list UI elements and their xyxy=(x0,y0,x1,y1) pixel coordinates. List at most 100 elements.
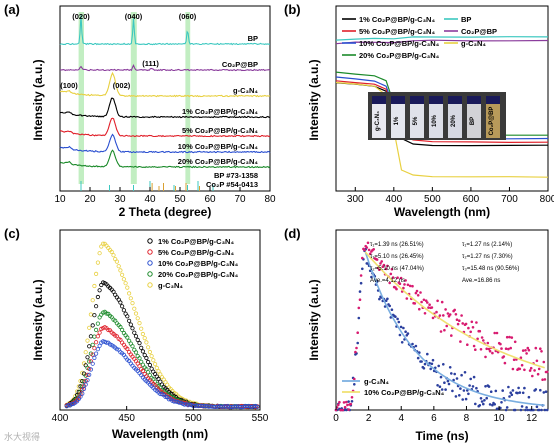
d-data-point xyxy=(495,331,499,335)
c-data-point xyxy=(137,340,142,346)
d-data-point xyxy=(518,367,522,371)
c-data-point xyxy=(120,304,125,309)
d-data-point xyxy=(446,312,450,315)
d-data-point xyxy=(510,393,514,397)
a-series-line xyxy=(59,15,271,46)
b-vial-cap xyxy=(486,96,500,104)
a-highlight-band xyxy=(130,12,137,184)
d-data-point xyxy=(545,408,549,412)
d-data-point xyxy=(386,297,389,301)
c-data-point xyxy=(81,386,87,391)
d-data-point xyxy=(350,396,354,399)
b-legend-label: BP xyxy=(461,15,471,24)
d-data-point xyxy=(395,287,398,291)
c-data-point xyxy=(97,288,102,293)
d-data-point xyxy=(513,340,517,344)
d-data-point xyxy=(426,301,429,304)
d-data-point xyxy=(454,313,458,316)
d-data-point xyxy=(491,403,494,407)
c-data-point xyxy=(114,347,120,352)
d-data-point xyxy=(365,246,369,249)
d-data-point xyxy=(402,286,405,290)
b-vial-cap xyxy=(391,96,405,104)
d-data-point xyxy=(480,400,484,403)
d-data-point xyxy=(525,352,528,355)
d-data-point xyxy=(343,405,347,409)
d-data-point xyxy=(511,389,515,392)
d-data-point xyxy=(485,396,489,400)
b-vial-body xyxy=(448,104,462,138)
d-data-point xyxy=(493,403,497,406)
d-data-point xyxy=(460,314,463,317)
d-data-point xyxy=(438,385,442,389)
c-data-point xyxy=(78,391,83,397)
c-data-point xyxy=(92,334,97,339)
a-peak-label: (111) xyxy=(142,59,159,68)
panel-c-plot: 1% Co₂P@BP/g-C₃N₄ 5% Co₂P@BP/g-C₃N₄ 10% Co… xyxy=(52,237,269,424)
d-data-point xyxy=(467,326,470,330)
a-series-label: 5% Co₂P@BP/g-C₃N₄ xyxy=(182,126,258,135)
d-data-point xyxy=(428,303,431,307)
d-data-point xyxy=(404,279,407,282)
panel-a-letter: (a) xyxy=(4,2,20,17)
c-data-point xyxy=(95,294,101,300)
d-data-point xyxy=(484,385,487,388)
c-data-point xyxy=(154,365,159,370)
c-data-point xyxy=(146,345,151,350)
d-data-point xyxy=(420,360,423,363)
panel-d-plot: τ₁=1.39 ns (26.51%) τ₁=5.10 ns (26.45%) τ₂… xyxy=(333,241,549,424)
d-data-point xyxy=(411,284,414,288)
d-data-point xyxy=(353,377,356,381)
b-legend-label: g-C₃N₄ xyxy=(461,39,486,48)
a-peak-label: (060) xyxy=(179,12,197,21)
a-peak-label: (002) xyxy=(113,81,131,90)
d-data-point xyxy=(508,395,511,398)
d-data-point xyxy=(541,378,544,382)
panel-c: (c) 1% Co₂P@BP/g-C₃N₄ 5% Co₂P@BP/g-C₃N₄ 10… xyxy=(4,226,269,441)
d-data-point xyxy=(494,389,498,393)
d-data-point xyxy=(422,367,426,370)
d-data-point xyxy=(469,330,473,334)
panel-a-plot: BP Co₂P@BP g-C₃N₄ 1% Co₂P@BP/g-C₃N₄ 5% Co₂P@… xyxy=(54,12,276,205)
d-data-point xyxy=(416,294,420,297)
d-data-point xyxy=(436,384,439,387)
d-data-point xyxy=(363,248,366,252)
d-data-point xyxy=(378,297,381,301)
a-peak-label: (020) xyxy=(72,12,90,21)
d-data-point xyxy=(544,390,548,394)
c-data-point xyxy=(133,311,139,316)
d-data-point xyxy=(507,385,510,389)
d-data-point xyxy=(518,391,522,394)
d-data-point xyxy=(398,333,402,337)
a-x-tick-label: 40 xyxy=(144,194,156,205)
d-data-point xyxy=(504,347,508,351)
d-data-point xyxy=(516,391,519,395)
d-data-point xyxy=(353,383,356,386)
b-vial-label: g-C₃N₄ xyxy=(375,111,381,131)
a-peak-label: (100) xyxy=(60,81,78,90)
d-data-point xyxy=(445,324,449,328)
c-data-point xyxy=(149,353,154,359)
c-data-point xyxy=(85,372,90,377)
b-x-tick-label: 400 xyxy=(385,194,402,205)
d-data-point xyxy=(526,346,530,350)
c-data-point xyxy=(137,356,142,361)
d-data-point xyxy=(443,328,446,332)
c-legend-label: 10% Co₂P@BP/g-C₃N₄ xyxy=(158,259,239,268)
d-data-point xyxy=(367,248,371,252)
d-data-point xyxy=(470,320,474,324)
d-data-point xyxy=(537,408,541,412)
c-data-point xyxy=(128,322,133,327)
d-data-point xyxy=(482,339,485,342)
c-data-point xyxy=(80,391,85,396)
b-legend-label: Co₂P@BP xyxy=(461,27,497,36)
d-data-point xyxy=(535,359,539,363)
a-series-line xyxy=(59,117,271,138)
b-vial-label: Co₂P@BP xyxy=(489,107,495,136)
d-data-point xyxy=(388,304,392,308)
d-x-tick-label: 6 xyxy=(431,413,437,424)
d-data-point xyxy=(460,373,463,377)
b-vial-cap xyxy=(410,96,424,104)
c-data-point xyxy=(104,311,109,316)
